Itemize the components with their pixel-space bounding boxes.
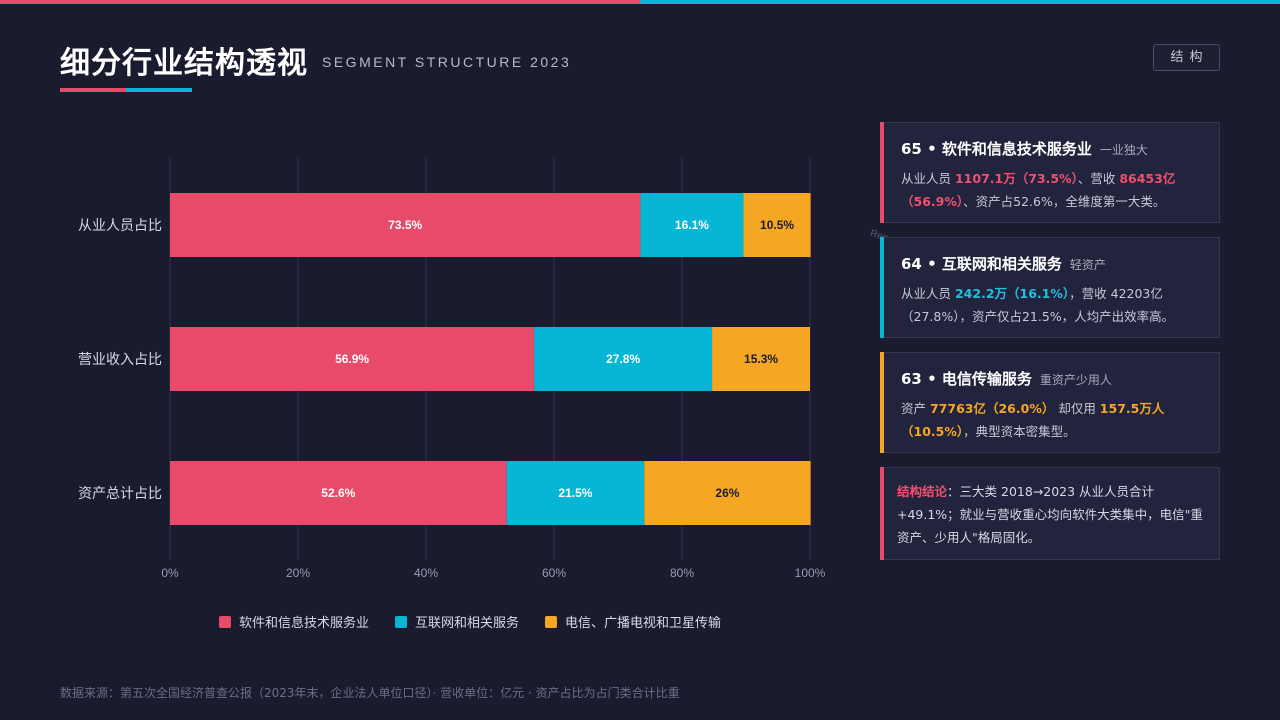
body-text: 从业人员	[901, 171, 955, 186]
page-title: 细分行业结构透视	[60, 46, 308, 81]
data-label: 56.9%	[335, 352, 369, 366]
body-text: ，典型资本密集型。	[963, 424, 1076, 439]
data-label: 21.5%	[558, 486, 592, 500]
data-label: 15.3%	[744, 352, 778, 366]
body-text: 从业人员	[901, 286, 955, 301]
bar-segment	[712, 327, 810, 391]
highlight-value: 157.5万人（10.5%）	[901, 401, 1165, 439]
body-text: 资产	[901, 401, 930, 416]
data-label: 73.5%	[388, 218, 422, 232]
data-source-footer: 数据来源：第五次全国经济普查公报（2023年末，企业法人单位口径）· 营收单位：…	[60, 686, 680, 700]
top-accent-bar	[0, 0, 1280, 4]
x-tick-label: 100%	[795, 566, 826, 580]
x-tick-label: 0%	[161, 566, 179, 580]
data-label: 26%	[715, 486, 739, 500]
card-code: 63 •	[901, 370, 942, 388]
card-heading: 64 • 互联网和相关服务 轻资产	[901, 253, 1106, 274]
legend-swatch	[219, 615, 231, 628]
legend-label: 软件和信息技术服务业	[239, 616, 370, 631]
data-label: 10.5%	[760, 218, 794, 232]
card-accent	[880, 237, 884, 338]
legend-label: 互联网和相关服务	[415, 616, 520, 631]
card-heading: 63 • 电信传输服务 重资产少用人	[901, 368, 1112, 389]
legend-label: 电信、广播电视和卫星传输	[565, 616, 722, 631]
card-accent	[880, 352, 884, 453]
data-label: 16.1%	[675, 218, 709, 232]
card-code: 65 •	[901, 140, 942, 158]
legend-swatch	[395, 615, 408, 628]
legend-item: 互联网和相关服务	[395, 612, 519, 631]
highlight-value: 1107.1万（73.5%）	[954, 171, 1078, 186]
body-text: 却仅用	[1054, 401, 1100, 416]
data-label: 52.6%	[321, 486, 355, 500]
highlight-value: 86453亿（56.9%）	[901, 171, 1176, 209]
body-text: ，营收 42203亿（27.8%），资产仅占21.5%，人均产出效率高。	[901, 286, 1175, 324]
bar-segment	[644, 461, 811, 525]
card-accent	[880, 467, 884, 560]
card-note: 轻资产	[1069, 258, 1106, 272]
conclusion-body: ：三大类 2018→2023 从业人员合计 +49.1%；就业与营收重心均向软件…	[897, 484, 1203, 545]
card-accent	[880, 122, 884, 223]
bar-segment	[506, 461, 645, 525]
highlight-value: 242.2万（16.1%）	[954, 286, 1070, 301]
card-note: 重资产少用人	[1039, 373, 1112, 387]
structure-tag-button[interactable]: 结构	[1153, 44, 1220, 71]
category-label: 资产总计占比	[78, 486, 162, 502]
body-text: 、营收	[1077, 171, 1120, 186]
card-name: 互联网和相关服务	[941, 255, 1062, 273]
x-tick-label: 20%	[286, 566, 310, 580]
conclusion-text: 结构结论：三大类 2018→2023 从业人员合计 +49.1%；就业与营收重心…	[897, 480, 1207, 549]
legend-item: 电信、广播电视和卫星传输	[545, 612, 721, 631]
highlight-value: 77763亿（26.0%）	[929, 401, 1055, 416]
bar-segment	[640, 193, 744, 257]
stacked-bar-chart: 0% 20% 40% 60% 80% 100% 从业人员占比 73.5% 16.1% 10.5% 营…	[78, 157, 826, 580]
legend-item: 软件和信息技术服务业	[219, 612, 369, 631]
card-code: 64 •	[901, 255, 942, 273]
legend-swatch	[545, 615, 558, 628]
bar-segment	[170, 327, 535, 391]
data-label: 27.8%	[606, 352, 640, 366]
x-tick-label: 80%	[670, 566, 694, 580]
bar-segment	[170, 193, 641, 257]
chart-legend: 软件和信息技术服务业 互联网和相关服务 电信、广播电视和卫星传输	[219, 612, 721, 631]
card-note: 一业独大	[1099, 143, 1148, 157]
bar-segment	[170, 461, 507, 525]
body-text: 、资产占52.6%，全维度第一大类。	[963, 194, 1166, 209]
industry-card-telecom: 63 • 电信传输服务 重资产少用人 资产 77763亿（26.0%） 却仅用 1…	[880, 352, 1220, 453]
card-name: 软件和信息技术服务业	[941, 140, 1092, 158]
card-body: 资产 77763亿（26.0%） 却仅用 157.5万人（10.5%），典型资本…	[901, 397, 1207, 443]
category-label: 从业人员占比	[78, 218, 162, 234]
card-body: 从业人员 1107.1万（73.5%）、营收 86453亿（56.9%）、资产占…	[901, 167, 1207, 213]
card-heading: 65 • 软件和信息技术服务业 一业独大	[901, 138, 1148, 159]
industry-card-software: 65 • 软件和信息技术服务业 一业独大 从业人员 1107.1万（73.5%）、…	[880, 122, 1220, 223]
bar-segment	[743, 193, 811, 257]
industry-card-internet: 64 • 互联网和相关服务 轻资产 从业人员 242.2万（16.1%），营收 4…	[880, 237, 1220, 338]
x-tick-label: 60%	[542, 566, 566, 580]
card-name: 电信传输服务	[941, 370, 1032, 388]
bar-segment	[534, 327, 713, 391]
conclusion-card: 结构结论：三大类 2018→2023 从业人员合计 +49.1%；就业与营收重心…	[880, 467, 1220, 560]
conclusion-label: 结构结论	[897, 484, 948, 499]
x-tick-label: 40%	[414, 566, 438, 580]
card-body: 从业人员 242.2万（16.1%），营收 42203亿（27.8%），资产仅占…	[901, 282, 1207, 328]
page-subtitle: SEGMENT STRUCTURE 2023	[322, 54, 572, 70]
title-underline	[60, 88, 192, 92]
category-label: 营业收入占比	[78, 352, 162, 368]
